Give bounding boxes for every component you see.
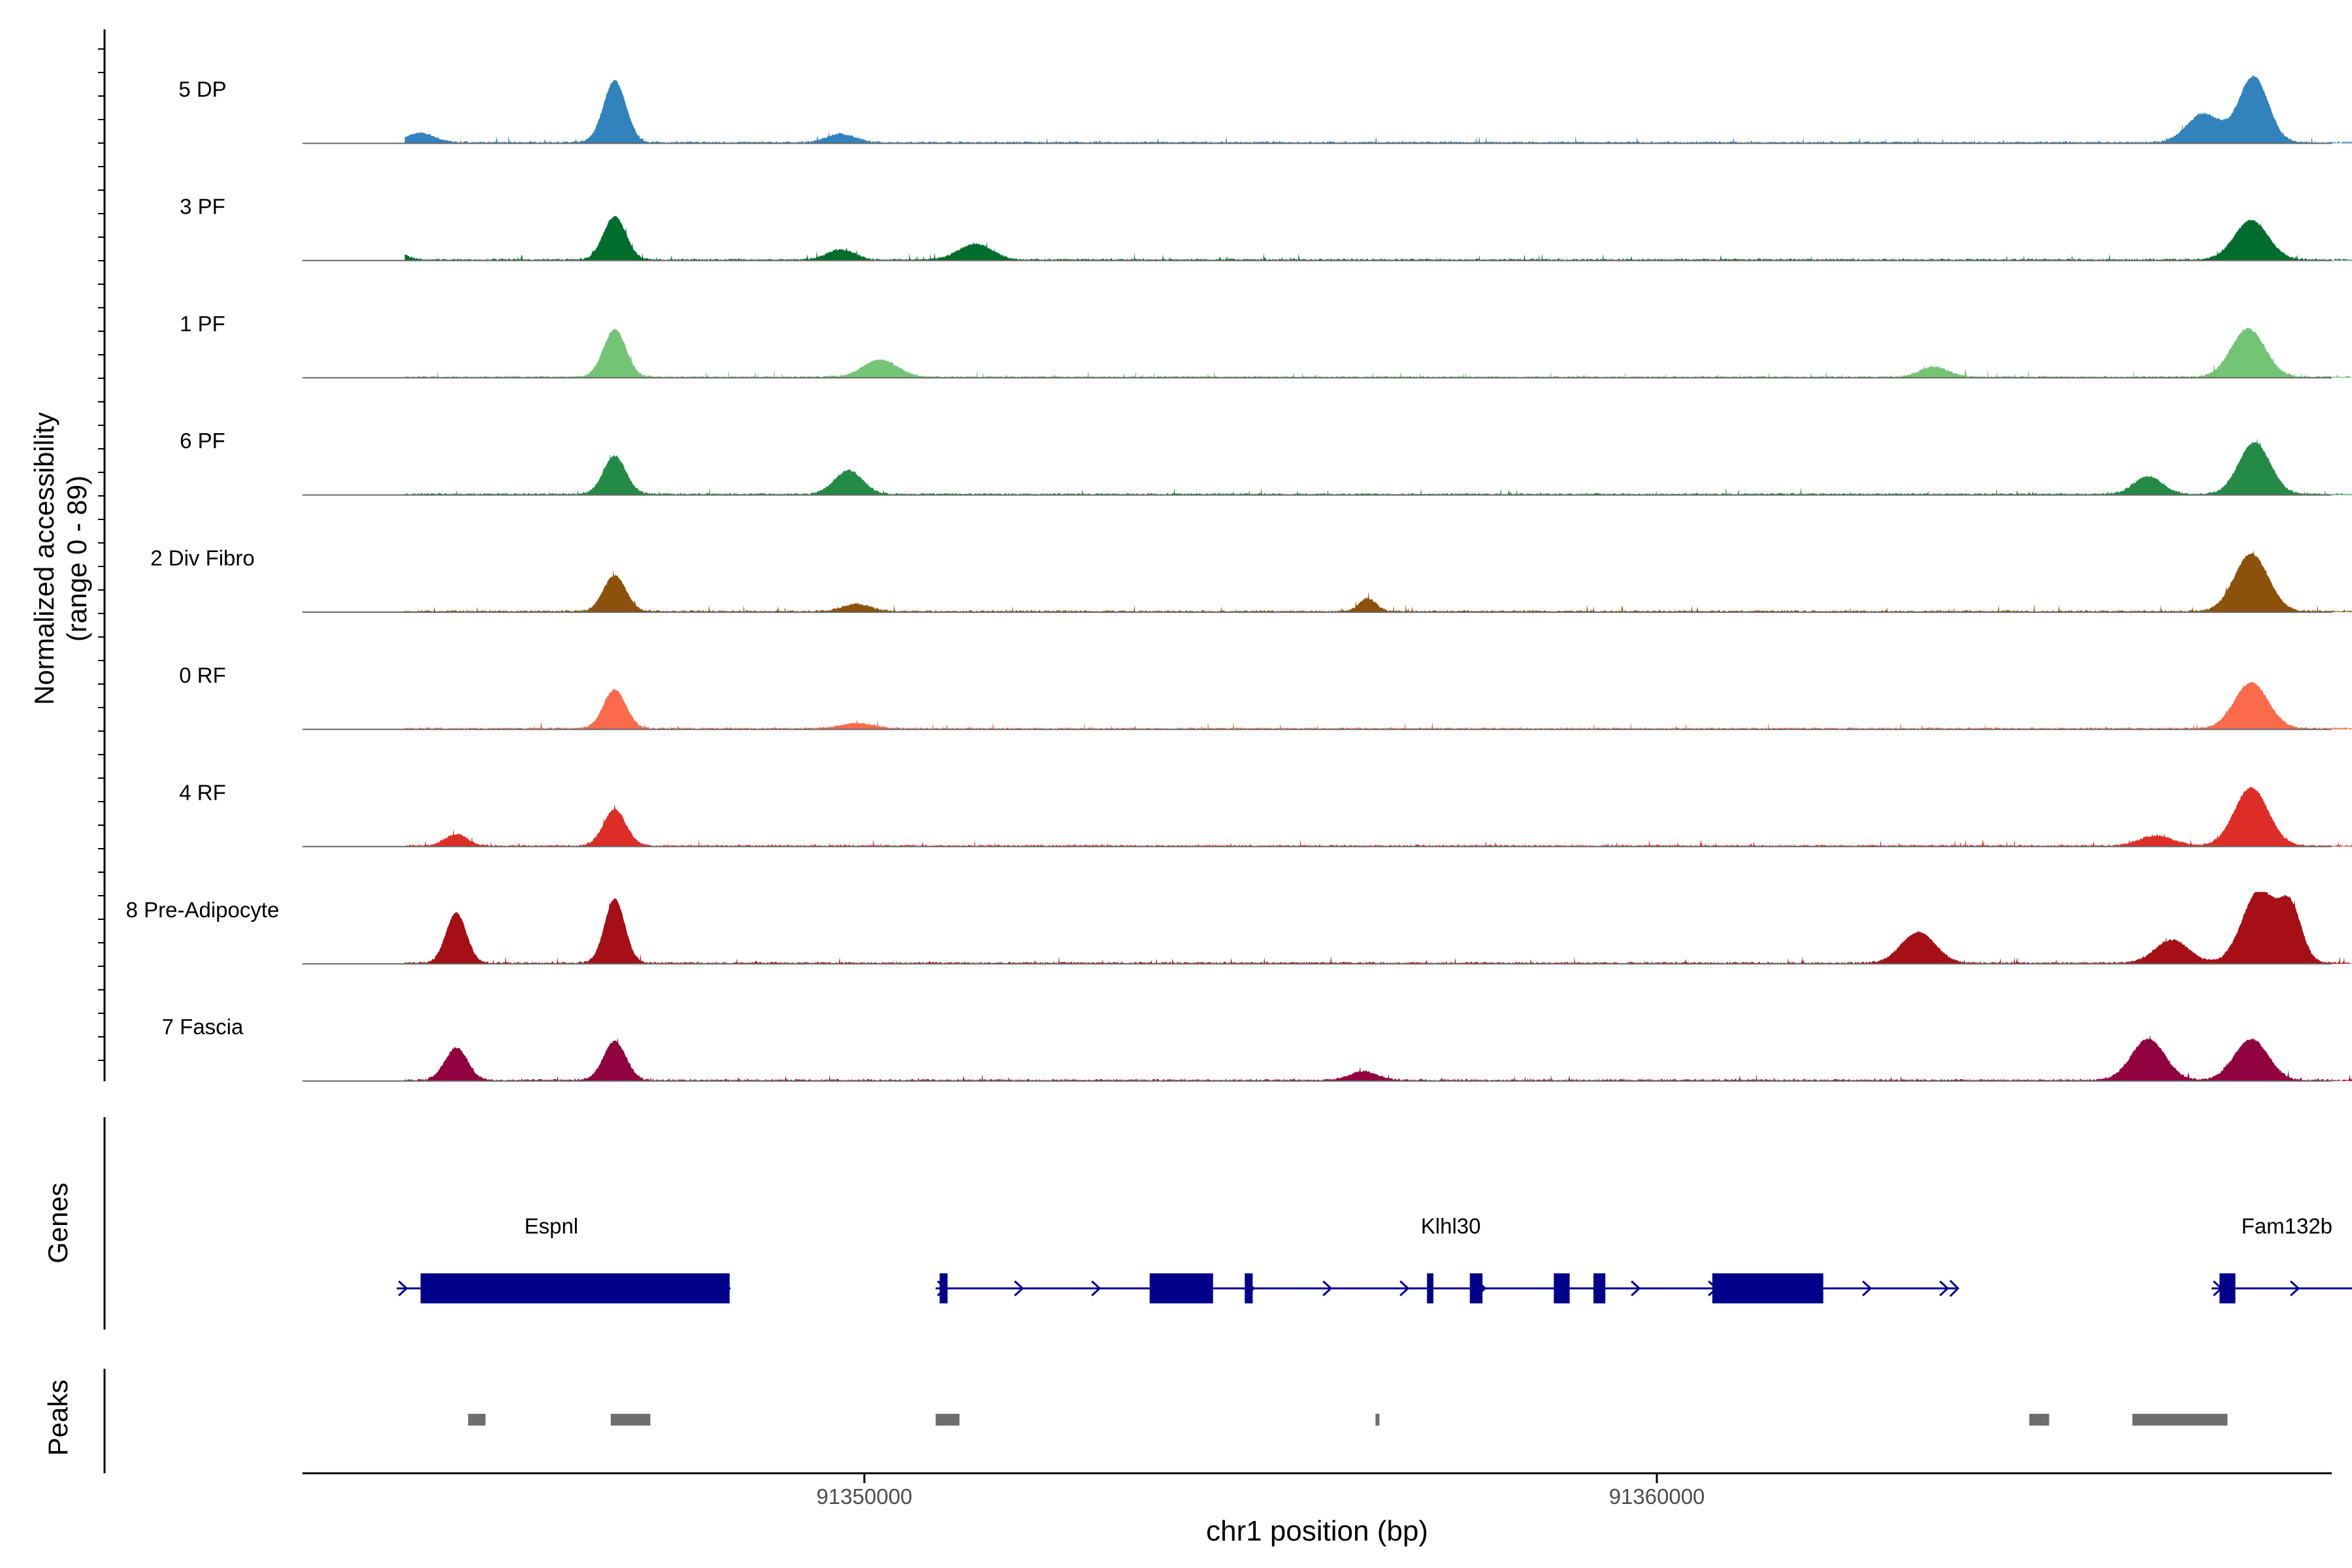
gene-fam132b: Fam132b <box>2212 1214 2352 1303</box>
peak-region <box>610 1414 651 1426</box>
strand-arrow <box>2290 1280 2300 1297</box>
gene-exon <box>1427 1273 1433 1303</box>
track-label: 0 RF <box>179 663 226 687</box>
gene-exon <box>1149 1273 1213 1303</box>
coverage-tracks: 5 DP 3 PF 1 PF 6 PF 2 Div Fibro 0 RF 4 RF 8 Pre… <box>126 74 2352 1082</box>
gene-exon <box>2219 1273 2236 1303</box>
strand-arrow <box>1091 1280 1102 1297</box>
coverage-track: 1 PF <box>180 312 2352 379</box>
strand-arrow <box>1631 1280 1641 1297</box>
peak-region <box>936 1414 960 1426</box>
x-tick-label: 91360000 <box>1609 1484 1705 1509</box>
coverage-area-7-fascia <box>404 1034 2352 1081</box>
strand-arrow <box>1399 1280 1410 1297</box>
coverage-area-1-pf <box>404 327 2352 378</box>
coverage-track: 8 Pre-Adipocyte <box>126 892 2352 965</box>
track-label: 2 Div Fibro <box>150 546 255 570</box>
y-axis-label-line1: Normalized accessibility <box>29 412 59 705</box>
coverage-area-8-pre-adipocyte <box>404 892 2352 964</box>
coverage-track: 0 RF <box>179 663 2352 730</box>
track-label: 8 Pre-Adipocyte <box>126 898 280 922</box>
track-label: 4 RF <box>179 780 226 804</box>
peaks-track-label: Peaks <box>42 1380 73 1456</box>
y-axis-label-line2: (range 0 - 89) <box>61 476 92 642</box>
track-label: 5 DP <box>178 77 226 101</box>
coverage-area-5-dp <box>404 74 2352 144</box>
gene-exon <box>939 1273 948 1303</box>
peak-region <box>1375 1414 1380 1426</box>
coverage-area-3-pf <box>404 216 2352 261</box>
coverage-area-6-pf <box>404 438 2352 495</box>
peak-region <box>468 1414 486 1426</box>
gene-exon <box>420 1273 730 1303</box>
coverage-track: 6 PF <box>180 429 2352 496</box>
track-label: 7 Fascia <box>162 1015 244 1039</box>
gene-name-label: Klhl30 <box>1421 1214 1481 1238</box>
peak-region <box>2029 1414 2050 1426</box>
gene-exon <box>1245 1273 1253 1303</box>
axes: 91350000 91360000 <box>98 29 2332 1509</box>
gene-exon <box>1554 1273 1570 1303</box>
track-label: 6 PF <box>180 429 225 453</box>
gene-exon <box>1712 1273 1823 1303</box>
coverage-track: 5 DP <box>178 74 2352 144</box>
strand-arrow <box>1014 1280 1024 1297</box>
strand-arrow <box>1322 1280 1333 1297</box>
peak-region <box>2132 1414 2228 1426</box>
strand-arrow <box>1939 1280 1950 1297</box>
x-axis-title: chr1 position (bp) <box>1206 1515 1428 1547</box>
gene-name-label: Espnl <box>525 1214 579 1238</box>
gene-espnl: Espnl <box>397 1214 731 1303</box>
track-label: 3 PF <box>180 194 225 218</box>
coverage-area-2-div-fibro <box>404 550 2352 612</box>
coverage-track: 7 Fascia <box>162 1015 2352 1082</box>
strand-arrow <box>398 1280 408 1297</box>
coverage-track: 3 PF <box>180 194 2352 261</box>
track-label: 1 PF <box>180 312 225 336</box>
x-tick-label: 91350000 <box>817 1484 913 1509</box>
gene-exon <box>1593 1273 1606 1303</box>
strand-arrow <box>1862 1280 1872 1297</box>
coverage-area-0-rf <box>404 681 2352 730</box>
gene-name-label: Fam132b <box>2242 1214 2332 1238</box>
coverage-area-4-rf <box>404 786 2352 847</box>
gene-exon <box>1469 1273 1483 1303</box>
genes-track-label: Genes <box>42 1183 73 1264</box>
gene-annotation-track: Espnl Klhl30 Fam132b <box>103 1117 2352 1330</box>
strand-arrow <box>1949 1279 1960 1298</box>
coverage-track: 2 Div Fibro <box>150 546 2352 613</box>
gene-klhl30: Klhl30 <box>936 1214 1960 1303</box>
coverage-track: 4 RF <box>179 780 2352 847</box>
peaks-track <box>103 1369 2228 1473</box>
